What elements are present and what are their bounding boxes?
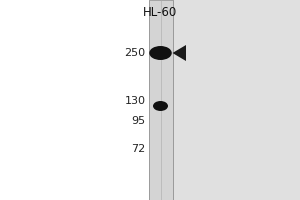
Bar (171, 0, 300, 200)
Bar (148, 0, 172, 200)
Polygon shape (172, 45, 186, 61)
Text: 72: 72 (131, 144, 146, 154)
Text: 250: 250 (124, 48, 146, 58)
Text: 130: 130 (124, 96, 146, 106)
Text: 95: 95 (131, 116, 146, 126)
Ellipse shape (153, 101, 168, 111)
Ellipse shape (149, 46, 172, 60)
Text: HL-60: HL-60 (143, 6, 178, 19)
